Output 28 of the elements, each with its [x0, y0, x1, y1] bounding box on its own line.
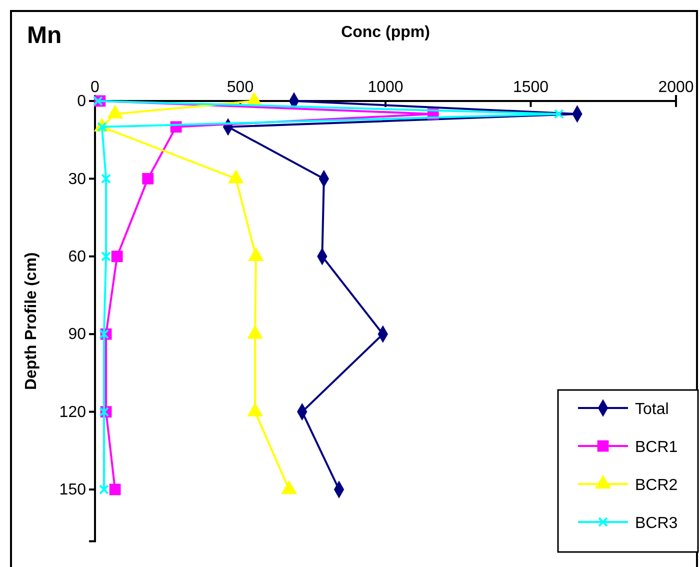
x-tick-label: 2000 — [658, 79, 694, 96]
point — [554, 108, 564, 119]
legend-label: BCR1 — [635, 439, 678, 456]
y-tick-label: 90 — [68, 326, 86, 344]
y-tick-label: 30 — [68, 170, 86, 188]
y-axis-title: Depth Profile (cm) — [23, 252, 40, 390]
x-axis-title: Conc (ppm) — [341, 24, 430, 41]
x-tick-label: 1000 — [368, 79, 404, 96]
point — [101, 251, 112, 262]
legend-label: BCR3 — [635, 515, 678, 532]
legend-label: BCR2 — [635, 477, 678, 494]
point — [142, 173, 154, 184]
y-tick-label: 0 — [77, 93, 86, 110]
point — [99, 406, 110, 417]
x-tick-label: 1500 — [512, 79, 549, 96]
point — [101, 174, 112, 184]
point — [99, 484, 110, 494]
y-tick-label: 120 — [59, 404, 86, 421]
chart-title: Mn — [27, 22, 62, 49]
legend-label: Total — [635, 401, 669, 418]
y-tick-label: 60 — [68, 248, 86, 266]
x-tick-label: 500 — [226, 79, 254, 96]
point — [111, 250, 123, 262]
point — [92, 96, 103, 106]
x-tick-label: 0 — [90, 79, 100, 96]
point — [109, 484, 121, 496]
y-tick-label: 150 — [59, 482, 86, 499]
point — [99, 329, 110, 340]
